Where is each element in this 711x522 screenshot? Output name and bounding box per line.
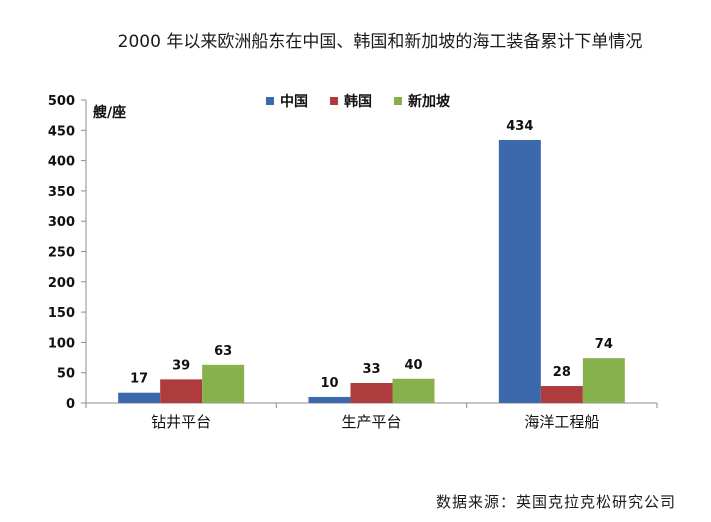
bar xyxy=(582,358,625,403)
y-tick-label: 300 xyxy=(48,215,75,230)
x-category-label: 钻井平台 xyxy=(151,413,211,431)
bar xyxy=(118,392,161,403)
y-tick-label: 150 xyxy=(48,306,75,321)
bar-value-label: 33 xyxy=(362,362,380,377)
y-tick-label: 400 xyxy=(48,155,75,170)
bar xyxy=(350,383,393,403)
x-category-label: 生产平台 xyxy=(341,413,401,431)
legend-swatch xyxy=(266,97,274,105)
data-labels: 17 39 63 10 33 40 434 28 74 xyxy=(130,119,613,391)
bar xyxy=(202,364,245,403)
legend-label: 韩国 xyxy=(344,93,372,110)
source-note: 数据来源：英国克拉克松研究公司 xyxy=(436,493,676,511)
y-tick-label: 50 xyxy=(57,367,75,382)
y-tick-label: 350 xyxy=(48,185,75,200)
chart-title: 2000 年以来欧洲船东在中国、韩国和新加坡的海工装备累计下单情况 xyxy=(118,32,643,52)
y-tick-label: 0 xyxy=(66,397,75,412)
bar-value-label: 40 xyxy=(404,358,422,373)
bar xyxy=(540,386,583,403)
y-tick-label: 250 xyxy=(48,246,75,261)
bar-value-label: 17 xyxy=(130,372,148,387)
bar-marks xyxy=(118,139,625,403)
legend: 中国 韩国 新加坡 xyxy=(266,93,451,110)
legend-label: 中国 xyxy=(280,93,308,110)
x-category-label: 海洋工程船 xyxy=(524,413,599,431)
legend-swatch xyxy=(330,97,338,105)
y-axis-unit: 艘/座 xyxy=(93,104,126,121)
bar xyxy=(308,396,351,403)
bar-value-label: 28 xyxy=(553,365,571,380)
legend-label: 新加坡 xyxy=(408,93,451,110)
bar xyxy=(160,379,203,403)
bar-value-label: 434 xyxy=(506,119,533,134)
y-tick-label: 500 xyxy=(48,94,75,109)
bar xyxy=(498,139,541,403)
bar-value-label: 10 xyxy=(320,376,338,391)
y-tick-label: 450 xyxy=(48,124,75,139)
y-tick-label: 200 xyxy=(48,276,75,291)
x-axis-ticks: 钻井平台 生产平台 海洋工程船 xyxy=(85,403,658,431)
y-tick-label: 100 xyxy=(48,336,75,351)
bar-value-label: 74 xyxy=(595,337,613,352)
bar-value-label: 63 xyxy=(214,344,232,359)
y-axis-ticks: 0 50 100 150 200 250 300 350 400 450 500 xyxy=(48,94,86,412)
legend-swatch xyxy=(394,97,402,105)
bar-value-label: 39 xyxy=(172,358,190,373)
bar xyxy=(392,378,435,403)
